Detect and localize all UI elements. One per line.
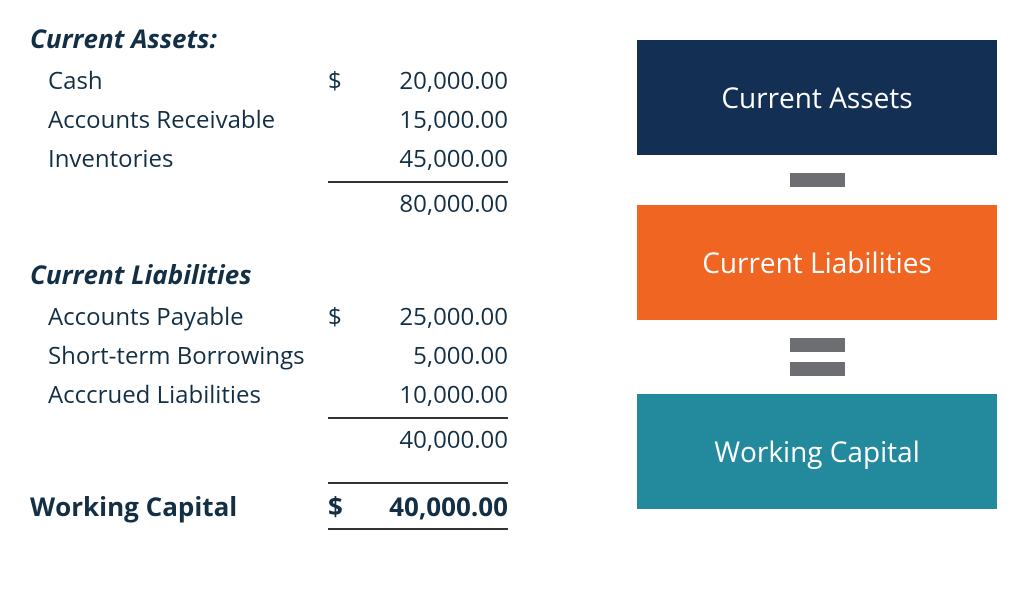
block-label: Working Capital xyxy=(714,433,920,471)
asset-line-inventories: Inventories 45,000.00 xyxy=(30,142,600,175)
current-assets-block: Current Assets xyxy=(637,40,997,155)
assets-total-underline: 80,000.00 xyxy=(328,181,508,220)
liability-currency: $ xyxy=(328,300,358,333)
liability-value: 25,000.00 xyxy=(358,300,508,333)
asset-currency: $ xyxy=(328,64,358,97)
working-capital-block: Working Capital xyxy=(637,394,997,509)
working-capital-box: $ 40,000.00 xyxy=(328,482,508,530)
block-label: Current Assets xyxy=(721,79,912,117)
liability-label: Accounts Payable xyxy=(48,300,328,333)
liability-line-accrued: Acccrued Liabilities 10,000.00 xyxy=(30,378,600,411)
equals-operator-icon xyxy=(790,338,845,376)
asset-value: 45,000.00 xyxy=(358,142,508,175)
assets-total-value: 80,000.00 xyxy=(358,187,508,220)
liabilities-total-row: 40,000.00 xyxy=(30,417,600,456)
working-capital-value: 40,000.00 xyxy=(358,488,508,524)
asset-label: Inventories xyxy=(48,142,328,175)
formula-diagram: Current Assets Current Liabilities Worki… xyxy=(600,20,1004,583)
liability-label: Acccrued Liabilities xyxy=(48,378,328,411)
asset-line-ar: Accounts Receivable 15,000.00 xyxy=(30,103,600,136)
asset-label: Cash xyxy=(48,64,328,97)
asset-value: 15,000.00 xyxy=(358,103,508,136)
liabilities-total-value: 40,000.00 xyxy=(358,423,508,456)
working-capital-currency: $ xyxy=(328,488,358,524)
asset-value: 20,000.00 xyxy=(358,64,508,97)
liability-line-ap: Accounts Payable $ 25,000.00 xyxy=(30,300,600,333)
liability-value: 5,000.00 xyxy=(358,339,508,372)
current-assets-header: Current Assets: xyxy=(30,20,600,56)
asset-line-cash: Cash $ 20,000.00 xyxy=(30,64,600,97)
financial-statement: Current Assets: Cash $ 20,000.00 Account… xyxy=(30,20,600,583)
current-liabilities-header: Current Liabilities xyxy=(30,256,600,292)
asset-label: Accounts Receivable xyxy=(48,103,328,136)
liabilities-total-underline: 40,000.00 xyxy=(328,417,508,456)
liability-value: 10,000.00 xyxy=(358,378,508,411)
minus-operator-icon xyxy=(790,173,845,187)
current-liabilities-block: Current Liabilities xyxy=(637,205,997,320)
liability-line-stb: Short-term Borrowings 5,000.00 xyxy=(30,339,600,372)
liability-label: Short-term Borrowings xyxy=(48,339,328,372)
working-capital-row: Working Capital $ 40,000.00 xyxy=(30,482,600,530)
assets-total-row: 80,000.00 xyxy=(30,181,600,220)
working-capital-label: Working Capital xyxy=(30,488,328,524)
block-label: Current Liabilities xyxy=(702,244,932,282)
